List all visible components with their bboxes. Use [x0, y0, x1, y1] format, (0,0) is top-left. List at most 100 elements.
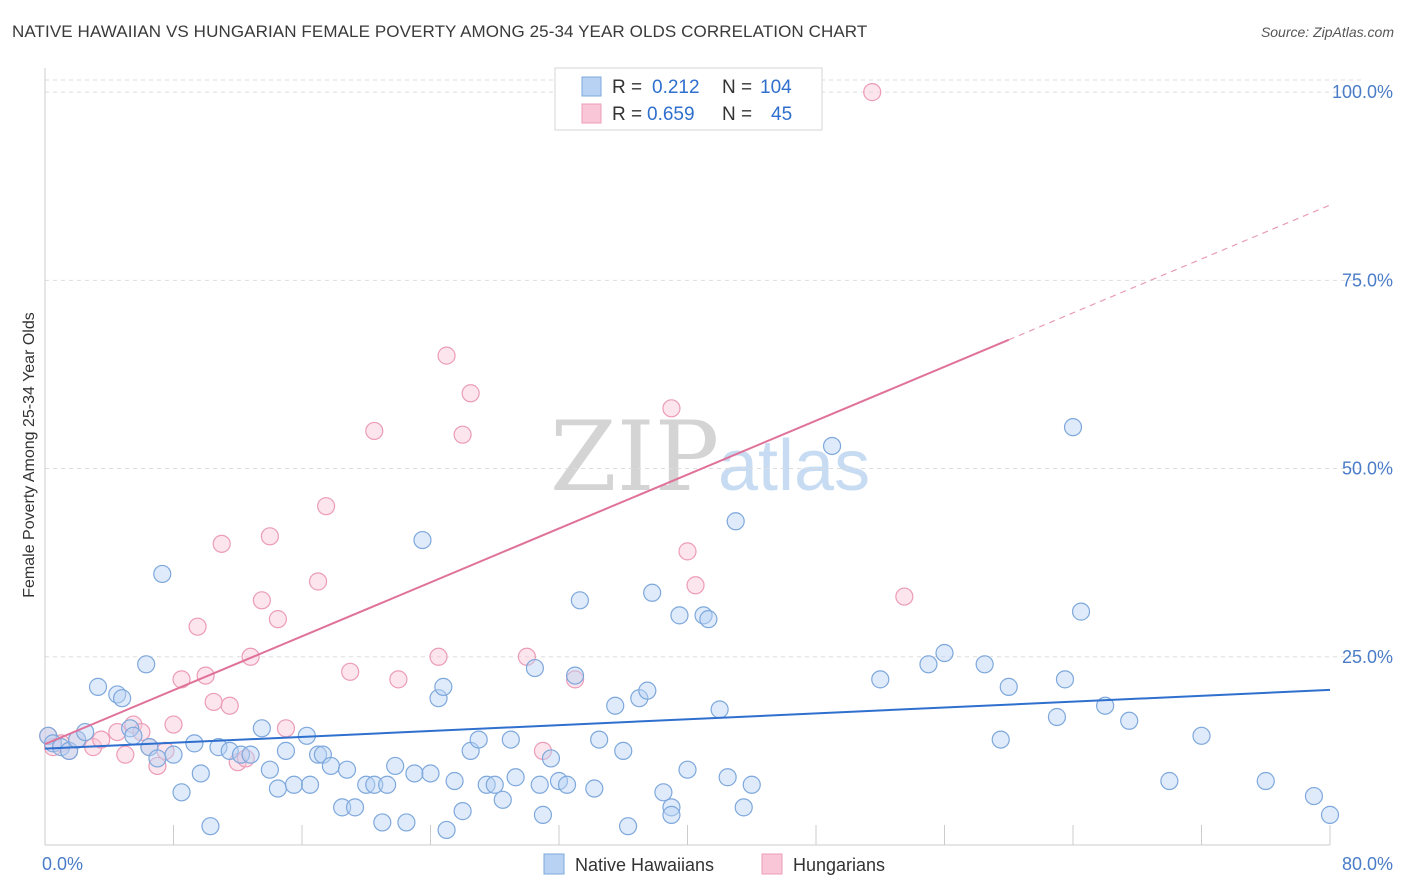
hungarians-point [437, 346, 456, 365]
hungarians-point [164, 715, 183, 734]
watermark: ZIP atlas [550, 401, 870, 513]
native-hawaiians-point [148, 749, 167, 768]
hungarians-point [308, 572, 328, 591]
native-hawaiians-point [662, 798, 681, 817]
native-hawaiians-point [718, 768, 737, 787]
native-hawaiians-point [164, 745, 183, 764]
axes [44, 68, 1331, 846]
native-hawaiians-point [533, 805, 553, 824]
x-tick-label: 0.0% [42, 854, 83, 874]
stats-legend-blue-n-value: 104 [760, 77, 792, 98]
native-hawaiians-point [822, 436, 842, 456]
stats-legend-blue-r-value: 0.212 [652, 77, 700, 98]
native-hawaiians-point [614, 741, 633, 760]
series-legend-pink-swatch [761, 853, 783, 875]
hungarians-point [268, 610, 288, 629]
native-hawaiians-point [434, 677, 453, 696]
native-hawaiians-point [397, 813, 416, 832]
hungarians-point [316, 497, 336, 516]
native-hawaiians-point [88, 677, 108, 696]
native-hawaiians-point [670, 606, 689, 625]
native-hawaiians-point [378, 775, 397, 794]
native-hawaiians-point [445, 771, 464, 791]
native-hawaiians-point [1192, 726, 1211, 745]
native-hawaiians-point [506, 768, 525, 787]
native-hawaiians-point [268, 779, 288, 798]
native-hawaiians-point [1256, 771, 1275, 791]
hungarians-point [260, 527, 279, 546]
native-hawaiians-point [260, 760, 279, 779]
hungarians-point [204, 692, 223, 712]
y-tick-label: 25.0% [1342, 647, 1393, 667]
hungarians-point [389, 670, 408, 689]
hungarians-point [196, 666, 215, 685]
stats-legend-pink-swatch [581, 103, 602, 124]
hungarians-point [461, 384, 480, 403]
native-hawaiians-point [112, 689, 132, 708]
native-hawaiians-point [541, 749, 561, 768]
native-hawaiians-point [991, 730, 1010, 749]
native-hawaiians-point [405, 764, 424, 783]
tick-labels: 25.0% 50.0% 75.0% 100.0% 0.0% 80.0% [42, 82, 1393, 874]
native-hawaiians-point [172, 783, 191, 802]
native-hawaiians-point [1120, 711, 1139, 730]
native-hawaiians-point [565, 666, 585, 685]
hungarians-point [895, 587, 914, 606]
stats-legend-blue-swatch [581, 76, 602, 97]
trend-lines [44, 204, 1331, 750]
y-tick-label: 50.0% [1342, 459, 1393, 479]
y-tick-label: 100.0% [1332, 82, 1393, 102]
native-hawaiians-point [209, 738, 228, 757]
native-hawaiians-point [252, 719, 271, 738]
stats-legend-pink-r-label: R = [612, 104, 642, 125]
y-tick-label: 75.0% [1342, 270, 1393, 290]
native-hawaiians-point [1071, 602, 1091, 621]
native-hawaiians-point [284, 775, 304, 794]
series-legend-pink-label: Hungarians [793, 855, 885, 875]
hungarians-point [678, 542, 697, 561]
native-hawaiians-point [453, 802, 472, 821]
native-hawaiians-point [276, 741, 296, 760]
native-hawaiians-point [1096, 696, 1115, 715]
native-hawaiians-point [734, 798, 753, 817]
hungarians-point [453, 425, 472, 444]
stats-legend-pink-n-value: 45 [771, 104, 792, 125]
native-hawaiians-point [201, 817, 220, 836]
chart-source: Source: ZipAtlas.com [1260, 24, 1394, 40]
native-hawaiians-point [137, 655, 156, 674]
native-hawaiians-point [710, 700, 729, 719]
native-hawaiians-point [485, 775, 504, 794]
native-hawaiians-point [618, 817, 638, 836]
native-hawaiians-point [421, 764, 440, 783]
native-hawaiians-point [124, 726, 143, 745]
hungarians-point [662, 399, 681, 418]
native-hawaiians-point [365, 775, 384, 794]
stats-legend-blue-r-label: R = [612, 77, 642, 98]
native-hawaiians-point [386, 756, 405, 776]
native-hawaiians-point [643, 583, 662, 602]
hungarians-point [276, 719, 296, 738]
native-hawaiians-point [337, 760, 357, 779]
native-hawaiians-point [1047, 707, 1067, 727]
native-hawaiians-point [373, 813, 392, 832]
native-hawaiians-point [220, 741, 239, 760]
native-hawaiians-point [429, 689, 448, 708]
native-hawaiians-point [300, 775, 320, 794]
native-hawaiians-point [525, 658, 545, 678]
x-tick-label: 80.0% [1342, 854, 1393, 874]
native-hawaiians-point [231, 745, 251, 764]
native-hawaiians-point [678, 760, 697, 779]
gridlines [45, 79, 1365, 658]
hungarians-trend-line [44, 338, 1010, 746]
native-hawaiians-point [975, 655, 994, 674]
native-hawaiians-point [919, 655, 938, 674]
native-hawaiians-trend-line [44, 688, 1331, 750]
native-hawaiians-point [1304, 786, 1324, 806]
hungarians-point [148, 756, 167, 776]
hungarians-trend-extension [1008, 204, 1331, 341]
hungarians-point [365, 421, 384, 441]
native-hawaiians-point [413, 530, 432, 550]
native-hawaiians-point [1063, 418, 1083, 437]
stats-legend-blue-n-label: N = [722, 77, 752, 98]
